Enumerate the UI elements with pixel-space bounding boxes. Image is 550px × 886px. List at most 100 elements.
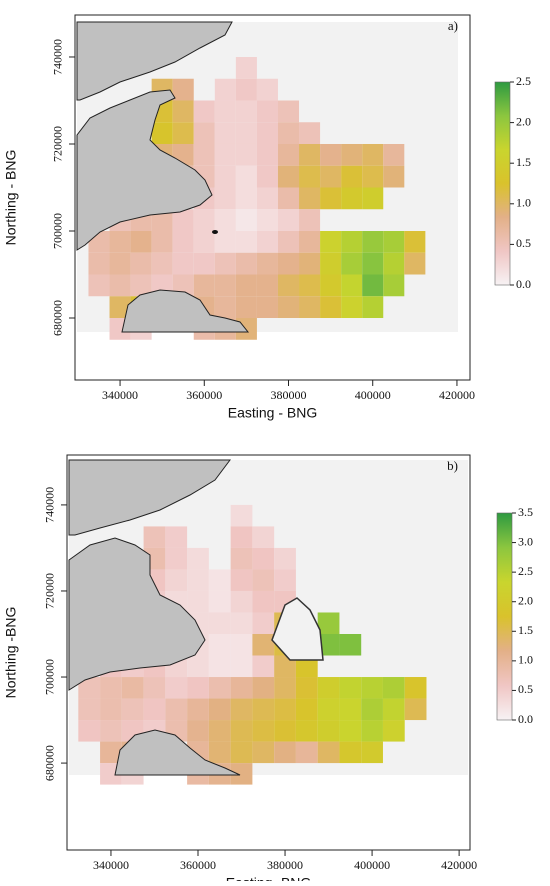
grid-cell	[235, 122, 257, 144]
grid-cell	[362, 165, 384, 188]
x-tick-label: 380000	[267, 858, 303, 872]
grid-cell	[339, 741, 362, 764]
colorbar-tick-label: 2.0	[518, 593, 533, 607]
colorbar-tick-label: 3.5	[518, 505, 533, 519]
grid-cell	[317, 741, 340, 764]
grid-cell	[277, 165, 300, 188]
grid-cell	[187, 677, 209, 699]
grid-cell	[299, 230, 321, 253]
grid-cell	[299, 209, 321, 231]
grid-cell	[193, 100, 215, 123]
grid-cell	[78, 698, 101, 721]
grid-cell	[214, 78, 236, 101]
grid-cell	[256, 252, 278, 275]
colorbar-tick-label: 0.5	[518, 682, 533, 696]
colorbar-tick-label: 1.0	[516, 196, 531, 210]
grid-cell	[299, 165, 321, 188]
grid-cell	[252, 633, 275, 656]
grid-cell	[230, 698, 253, 721]
grid-cell	[256, 187, 278, 210]
grid-cell	[88, 252, 110, 275]
grid-cell	[230, 741, 253, 764]
grid-cell	[214, 187, 236, 210]
grid-cell	[214, 165, 236, 188]
grid-cell	[252, 655, 275, 678]
grid-cell	[214, 296, 236, 319]
grid-cell	[208, 655, 231, 678]
grid-cell	[252, 590, 275, 613]
x-tick-label: 400000	[355, 388, 391, 402]
plot-frame	[66, 454, 471, 851]
grid-cell	[235, 100, 257, 123]
grid-cell	[143, 526, 166, 548]
grid-cell	[320, 274, 342, 297]
grid-cell	[230, 720, 253, 742]
grid-cell	[299, 122, 321, 144]
x-tick-label: 380000	[271, 388, 307, 402]
grid-cell	[274, 569, 296, 591]
grid-cell	[143, 677, 166, 699]
y-tick-label: 720000	[51, 126, 65, 162]
x-tick-label: 420000	[439, 388, 475, 402]
grid-cell	[252, 526, 275, 548]
grid-cell	[193, 274, 215, 297]
grid-cell	[208, 633, 231, 656]
grid-cell	[341, 143, 363, 166]
grid-cell	[274, 698, 296, 721]
grid-cell	[230, 612, 253, 634]
grid-cell	[230, 633, 253, 656]
y-tick-label: 720000	[43, 573, 57, 609]
grid-cell	[172, 78, 194, 101]
grid-cell	[362, 252, 384, 275]
grid-cell	[341, 296, 363, 319]
grid-cell	[187, 547, 209, 570]
grid-cell	[383, 274, 405, 297]
grid-cell	[299, 252, 321, 275]
grid-cell	[274, 655, 296, 678]
grid-cell	[214, 252, 236, 275]
grid-cell	[252, 741, 275, 764]
grid-cell	[404, 252, 426, 275]
grid-cell	[193, 230, 215, 253]
grid-cell	[214, 230, 236, 253]
grid-cell	[320, 252, 342, 275]
grid-cell	[143, 698, 166, 721]
grid-cell	[235, 78, 257, 101]
grid-cell	[320, 187, 342, 210]
grid-cell	[361, 720, 383, 742]
grid-cell	[256, 230, 278, 253]
grid-cell	[214, 143, 236, 166]
colorbar	[494, 81, 511, 286]
grid-cell	[151, 230, 173, 253]
grid-cell	[256, 143, 278, 166]
grid-cell	[317, 633, 340, 656]
grid-cell	[277, 274, 300, 297]
x-axis-title: Easting -BNG	[226, 875, 312, 881]
grid-cell	[235, 165, 257, 188]
panel-label: a)	[448, 18, 458, 33]
grid-cell	[256, 122, 278, 144]
grid-cell	[277, 187, 300, 210]
grid-cell	[187, 569, 209, 591]
x-tick-label: 360000	[186, 388, 222, 402]
grid-cell	[383, 230, 405, 253]
plot-frame	[74, 14, 471, 381]
grid-cell	[362, 143, 384, 166]
grid-cell	[277, 122, 300, 144]
grid-cell	[165, 698, 188, 721]
grid-cell	[362, 274, 384, 297]
grid-cell	[165, 526, 188, 548]
grid-cell	[235, 209, 257, 231]
colorbar-tick-label: 2.0	[516, 114, 531, 128]
x-tick-label: 340000	[102, 388, 138, 402]
grid-cell	[274, 547, 296, 570]
grid-cell	[383, 143, 405, 166]
y-tick-label: 680000	[51, 300, 65, 336]
grid-cell	[252, 569, 275, 591]
grid-cell	[187, 590, 209, 613]
grid-cell	[382, 698, 405, 721]
grid-cell	[320, 143, 342, 166]
grid-cell	[208, 677, 231, 699]
grid-cell	[230, 677, 253, 699]
grid-cell	[277, 296, 300, 319]
